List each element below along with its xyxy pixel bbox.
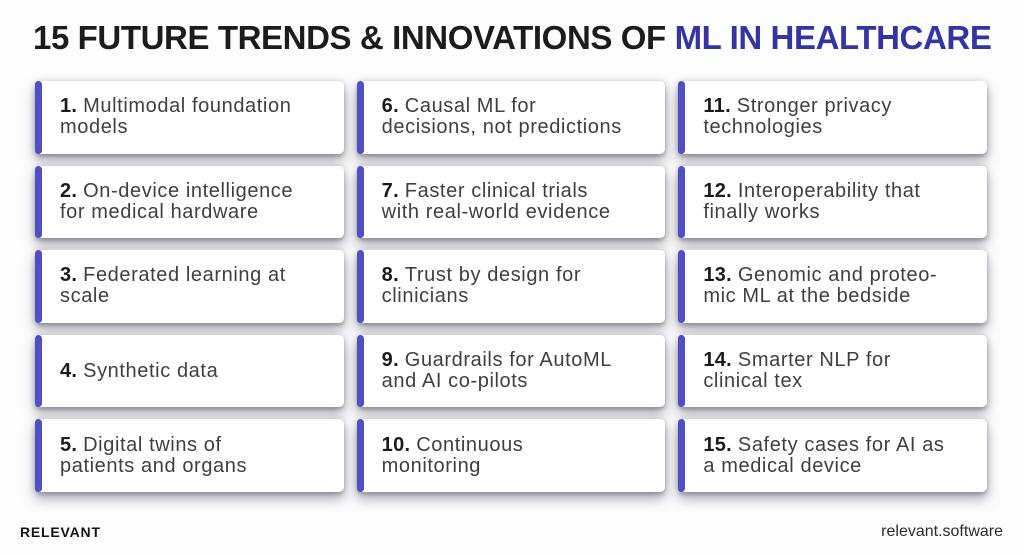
trend-card: 3. Federated learning at scale (35, 250, 344, 323)
trend-label: Smarter NLP for clinical tex (703, 349, 892, 393)
trend-card: 9. Guardrails for AutoML and AI co-pilots (356, 334, 666, 408)
trend-number: 1. (60, 95, 84, 118)
trends-grid: 1. Multimodal foundation models 2. On-dev… (35, 81, 987, 492)
trend-number: 8. (381, 264, 405, 287)
trend-number: 6. (381, 95, 405, 118)
trend-label: Guardrails for AutoML and AI co-pilots (381, 349, 612, 393)
trend-label: Continuous monitoring (381, 433, 524, 477)
trend-card: 14. Smarter NLP for clinical tex (678, 334, 987, 408)
trend-text: 2. On-device intelligence for medical har… (60, 179, 294, 223)
trend-text: 13. Genomic and proteo-mic ML at the bed… (703, 265, 937, 307)
trend-text: 1. Multimodal foundation models (60, 96, 291, 138)
trend-number: 7. (381, 179, 405, 202)
trend-number: 3. (60, 264, 84, 287)
trend-card: 6. Causal ML for decisions, not predictio… (356, 81, 666, 154)
trend-card: 4. Synthetic data (35, 334, 344, 408)
trend-label: Digital twins of patients and organs (60, 433, 248, 477)
trend-number: 9. (381, 349, 405, 372)
trend-text: 4. Synthetic data (60, 359, 219, 382)
trend-number: 4. (60, 359, 84, 382)
trend-number: 5. (60, 433, 84, 456)
title-prefix: 15 FUTURE TRENDS & INNOVATIONS OF (33, 19, 675, 56)
trend-card: 11. Stronger privacy technologies (678, 81, 987, 154)
trend-label: Interoperability that finally works (703, 179, 921, 223)
trend-card: 10. Continuous monitoring (356, 419, 666, 492)
trend-text: 3. Federated learning at scale (60, 265, 286, 307)
trend-number: 15. (703, 433, 738, 456)
trend-text: 15. Safety cases for AI as a medical devi… (703, 433, 945, 477)
trend-label: Synthetic data (83, 359, 219, 382)
title-highlight: ML IN HEALTHCARE (674, 19, 992, 56)
trend-number: 11. (703, 95, 737, 118)
website-link[interactable]: relevant.software (881, 523, 1003, 540)
trend-text: 10. Continuous monitoring (381, 433, 524, 477)
trend-label: Faster clinical trials with real-world ev… (381, 179, 611, 223)
page-title: 15 FUTURE TRENDS & INNOVATIONS OF ML IN … (33, 19, 992, 57)
trend-text: 6. Causal ML for decisions, not predictio… (382, 96, 622, 138)
trend-card: 7. Faster clinical trials with real-world… (356, 165, 666, 239)
trend-card: 1. Multimodal foundation models (35, 81, 344, 154)
trend-text: 14. Smarter NLP for clinical tex (703, 350, 891, 392)
trend-text: 7. Faster clinical trials with real-world… (381, 179, 611, 223)
trend-text: 5. Digital twins of patients and organs (60, 433, 248, 477)
trend-card: 8. Trust by design for clinicians (356, 250, 666, 323)
trend-text: 11. Stronger privacy technologies (703, 96, 892, 138)
trend-number: 2. (60, 179, 84, 202)
trend-card: 2. On-device intelligence for medical har… (35, 165, 344, 239)
trend-number: 10. (381, 433, 417, 456)
trend-card: 15. Safety cases for AI as a medical devi… (678, 419, 987, 492)
trend-label: Multimodal foundation models (60, 95, 292, 139)
trend-label: On-device intelligence for medical hardwa… (60, 179, 294, 223)
trend-label: Federated learning at scale (60, 264, 286, 308)
trend-card: 13. Genomic and proteo-mic ML at the bed… (678, 250, 987, 323)
trend-label: Causal ML for decisions, not predictions (381, 95, 622, 139)
brand-logo: RELEVANT (20, 524, 101, 540)
trend-number: 12. (703, 179, 738, 202)
trend-card: 5. Digital twins of patients and organs (35, 419, 344, 492)
trend-text: 9. Guardrails for AutoML and AI co-pilots (382, 350, 612, 392)
trend-card: 12. Interoperability that finally works (678, 165, 987, 239)
trend-label: Trust by design for clinicians (381, 264, 582, 308)
trend-number: 13. (703, 264, 738, 287)
trend-label: Stronger privacy technologies (703, 95, 893, 139)
trend-text: 12. Interoperability that finally works (703, 179, 921, 223)
trend-label: Genomic and proteo-mic ML at the bedside (703, 264, 938, 308)
trend-text: 8. Trust by design for clinicians (382, 265, 581, 307)
trend-number: 14. (703, 349, 738, 372)
trend-label: Safety cases for AI as a medical device (703, 433, 945, 477)
